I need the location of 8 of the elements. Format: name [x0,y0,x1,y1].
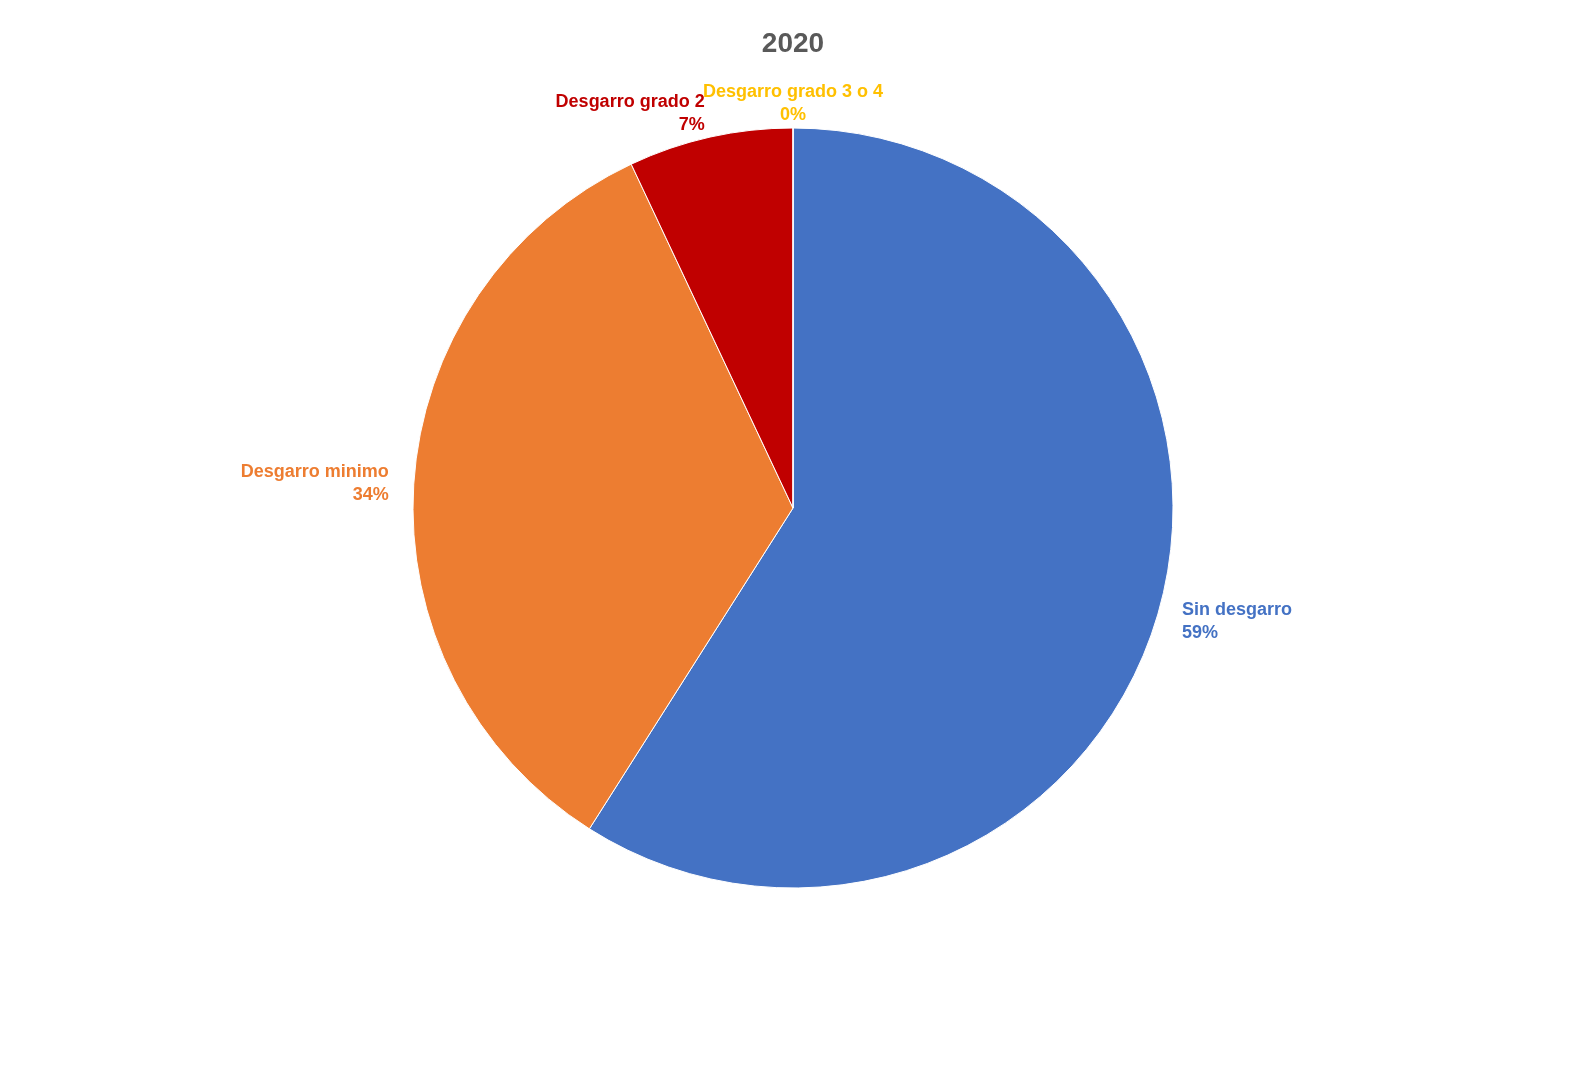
slice-label: Sin desgarro [1181,598,1292,619]
data-label: 59% [1181,621,1218,642]
data-label: 34% [352,483,389,504]
chart-title: 2020 [761,27,825,58]
data-label: 7% [678,113,705,134]
slice-label: Desgarro minimo [240,460,389,481]
text: 0% [779,104,807,124]
slice-label: Desgarro grado 2 [555,90,705,111]
